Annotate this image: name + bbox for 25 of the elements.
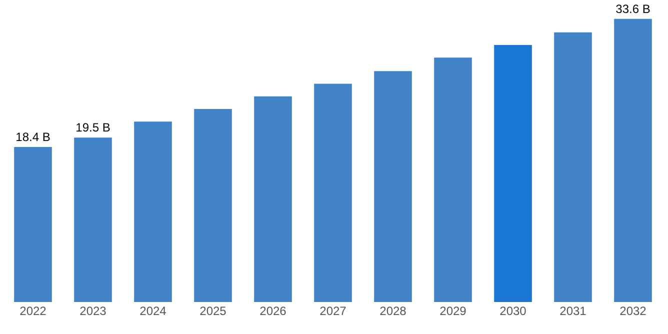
bar	[74, 138, 112, 302]
data-label: 18.4 B	[16, 130, 50, 144]
bar	[434, 58, 472, 302]
x-tick-label: 2032	[620, 304, 647, 318]
x-tick-label: 2025	[200, 304, 227, 318]
x-tick-label: 2026	[260, 304, 287, 318]
bar	[494, 44, 532, 302]
x-tick-label: 2022	[20, 304, 47, 318]
bar	[134, 122, 172, 302]
data-label: 33.6 B	[616, 2, 650, 16]
x-tick-label: 2031	[560, 304, 587, 318]
x-tick-label: 2028	[380, 304, 407, 318]
data-label: 19.5 B	[76, 120, 110, 135]
x-tick-label: 2027	[320, 304, 347, 318]
x-tick-label: 2023	[80, 304, 107, 318]
bar	[254, 96, 292, 302]
bar	[14, 146, 52, 302]
x-tick-label: 2030	[500, 304, 527, 318]
bar	[614, 18, 652, 302]
bar	[374, 71, 412, 302]
x-tick-label: 2024	[140, 304, 167, 318]
bar	[554, 32, 592, 302]
bar	[194, 109, 232, 302]
bar	[314, 84, 352, 302]
x-tick-label: 2029	[440, 304, 467, 318]
